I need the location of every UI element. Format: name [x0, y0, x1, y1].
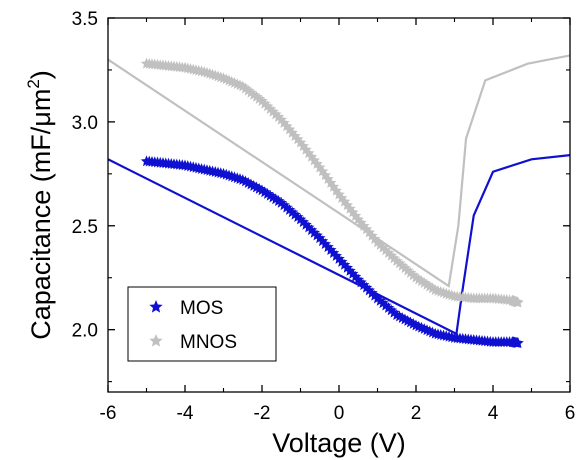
- y-tick-label: 2.0: [72, 321, 98, 342]
- mos-marker-fill: [292, 211, 304, 223]
- x-tick-label: -4: [177, 403, 194, 424]
- mnos-marker-fill: [388, 252, 400, 264]
- axis-tick-labels: -6 -4 -2 0 2 4 6 2.0 2.5 3.0 3.5: [72, 9, 576, 424]
- legend-item-mos: MOS: [149, 298, 223, 319]
- legend-item-mnos: MNOS: [149, 332, 237, 353]
- mnos-marker-fill: [369, 233, 381, 244]
- legend-box: [127, 286, 277, 362]
- mnos-marker-fill: [292, 133, 304, 145]
- mos-marker-fill: [330, 250, 342, 261]
- mnos-marker-fill: [349, 209, 362, 221]
- legend-items: MOS MNOS: [149, 298, 237, 353]
- mos-return-line: [107, 154, 571, 336]
- mnos-marker-fill: [311, 158, 323, 169]
- y-axis-label: Capacitance (mF/μm2): [24, 70, 56, 340]
- mnos-marker-fill: [511, 296, 523, 308]
- x-tick-label: 2: [411, 403, 422, 424]
- x-tick-label: -6: [100, 403, 117, 424]
- legend-star-icon: [149, 300, 163, 313]
- mnos-marker-fill: [330, 184, 342, 196]
- legend: MOS MNOS: [127, 286, 277, 362]
- y-tick-label: 3.5: [72, 9, 98, 30]
- y-axis-label-superscript: 2: [24, 79, 43, 88]
- legend-label: MNOS: [180, 332, 237, 353]
- mos-markers: [140, 155, 524, 349]
- legend-label: MOS: [180, 298, 223, 319]
- mnos-markers: [140, 57, 524, 308]
- mnos-return-line: [107, 54, 571, 288]
- axis-ticks: [107, 17, 571, 392]
- x-tick-label: -2: [254, 403, 271, 424]
- mos-marker-fill: [311, 229, 323, 241]
- mos-marker-fill: [369, 289, 381, 301]
- legend-star-icon: [149, 334, 163, 347]
- y-tick-label: 3.0: [72, 113, 98, 134]
- series-markers: [140, 57, 524, 349]
- x-tick-label: 6: [565, 403, 576, 424]
- x-tick-label: 0: [334, 403, 345, 424]
- mos-marker-fill: [349, 270, 362, 282]
- y-tick-label: 2.5: [72, 217, 98, 238]
- series-lines: [107, 54, 571, 336]
- mos-marker-fill: [511, 337, 523, 348]
- mnos-marker-fill: [253, 93, 265, 104]
- mnos-marker-fill: [272, 111, 285, 122]
- x-axis-label: Voltage (V): [272, 428, 406, 458]
- x-tick-label: 4: [488, 403, 499, 424]
